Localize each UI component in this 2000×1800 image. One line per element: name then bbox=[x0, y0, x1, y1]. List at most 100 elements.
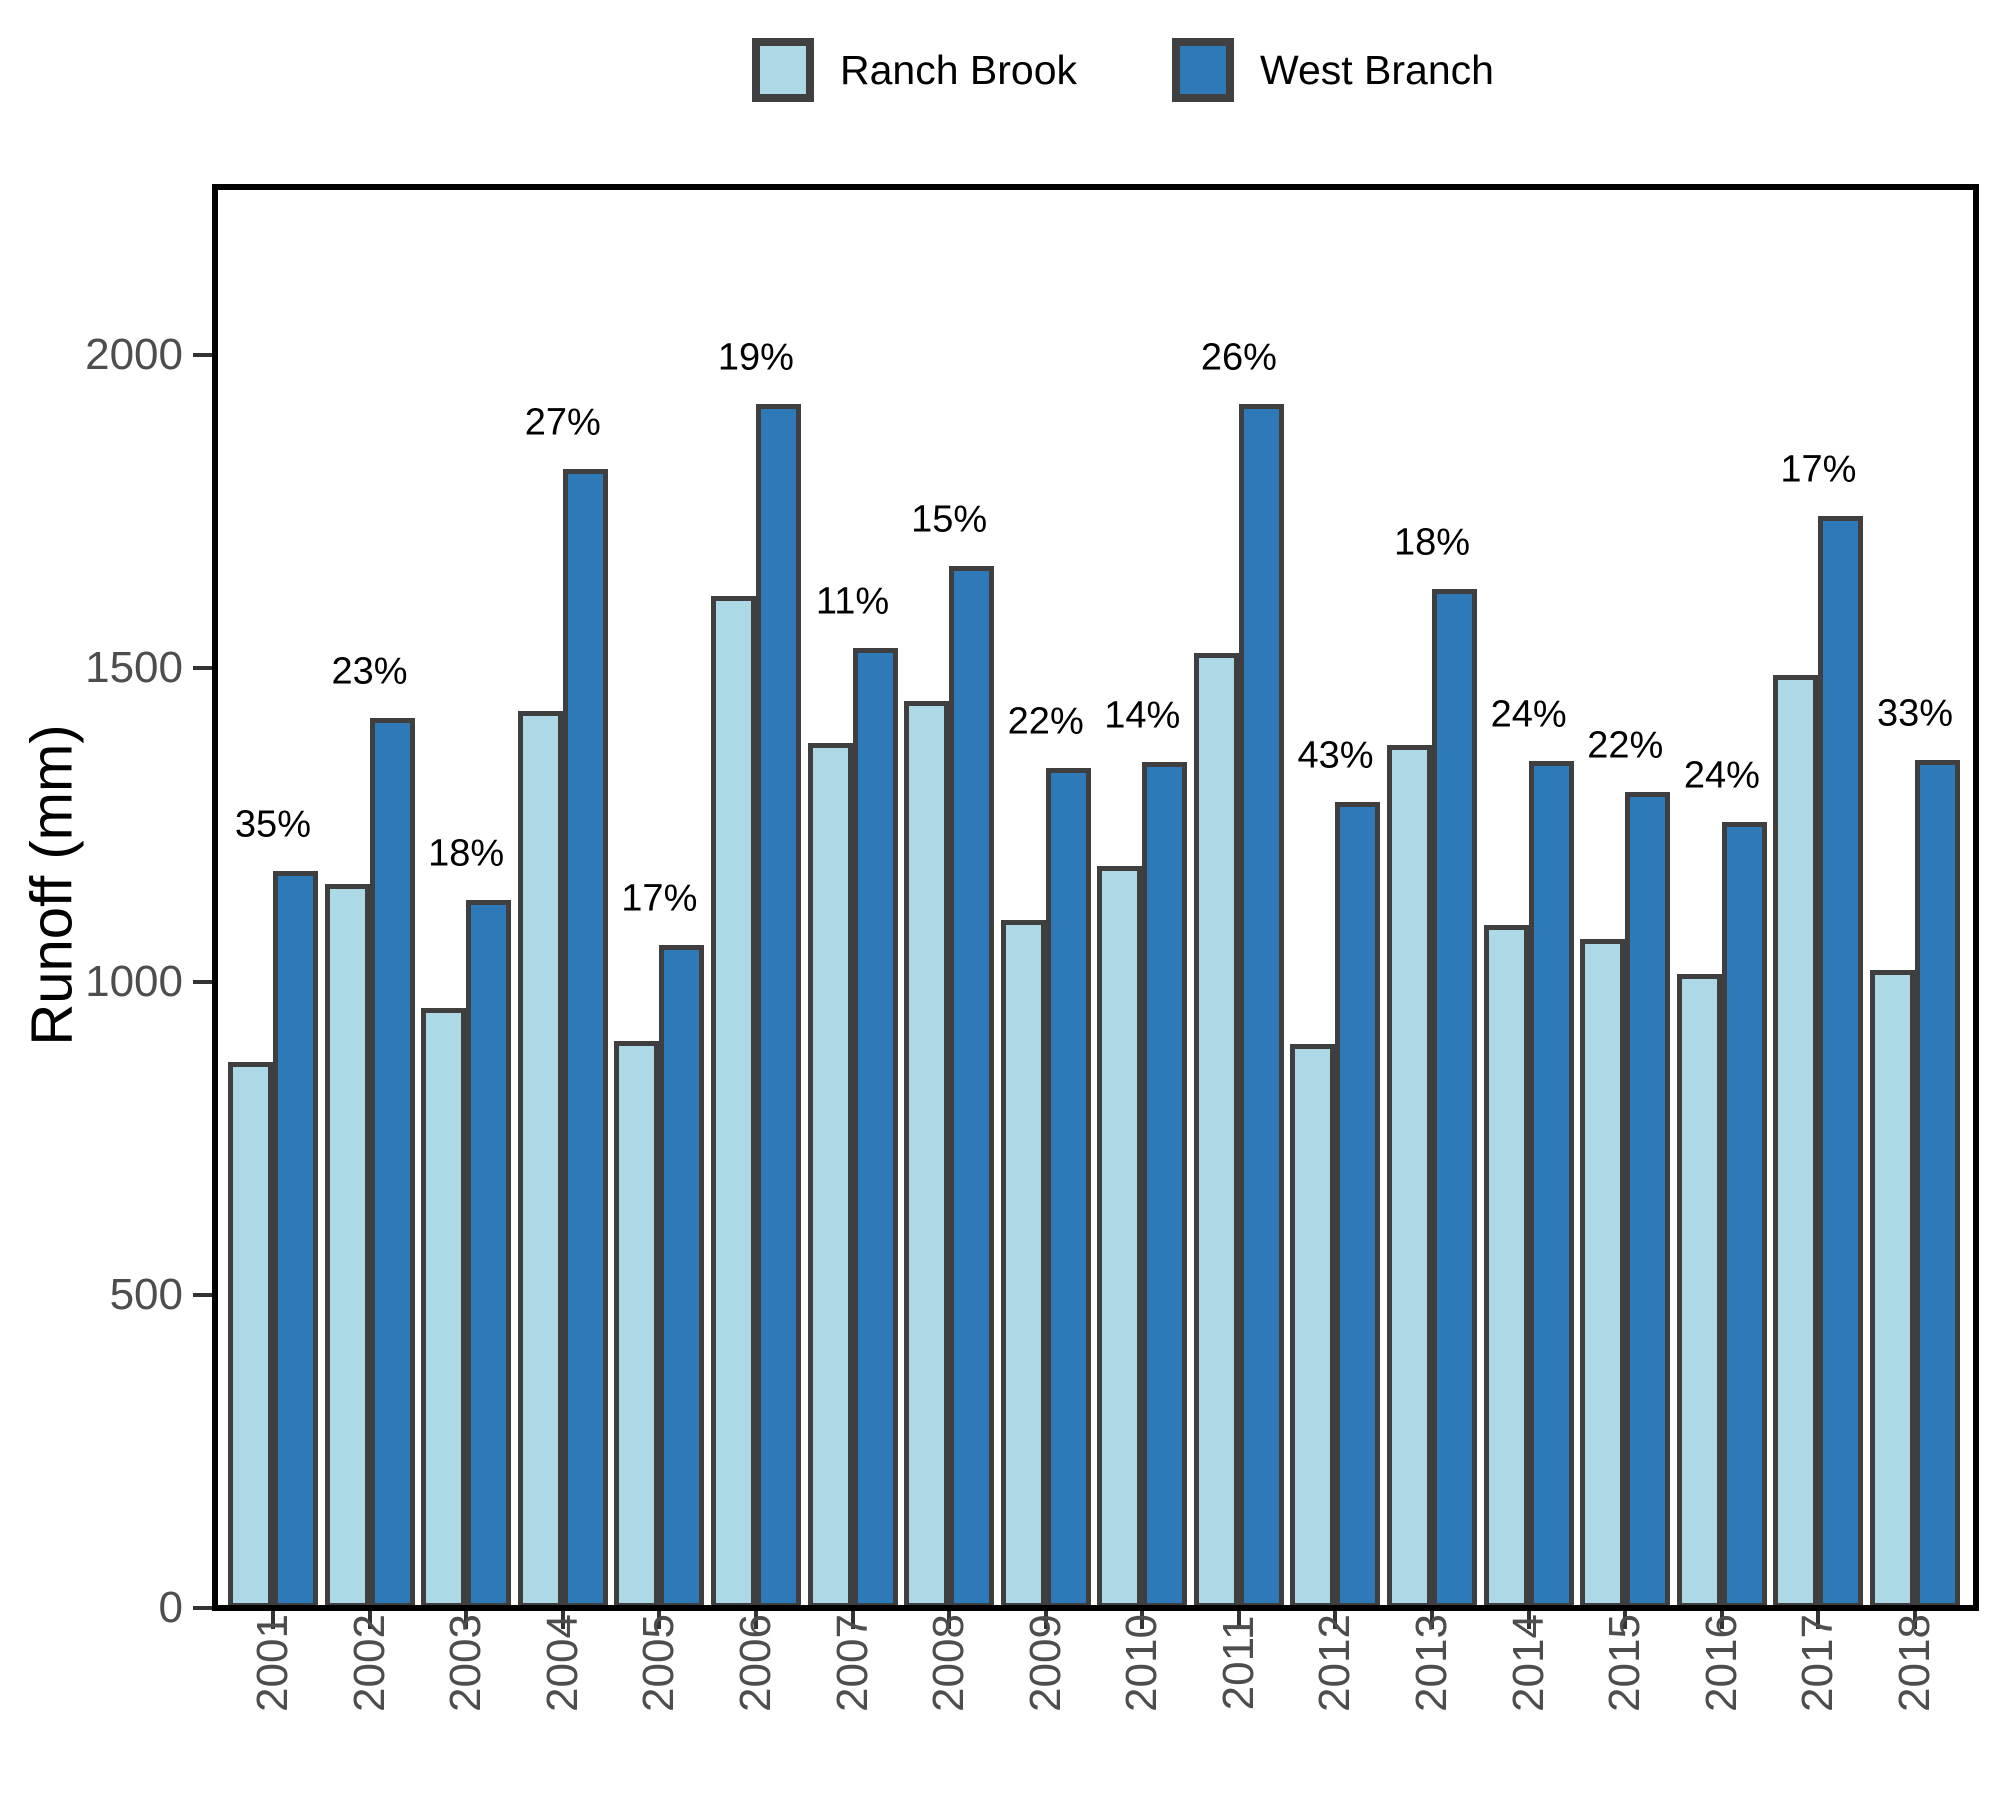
x-axis-label-2008: 2008 bbox=[924, 1614, 974, 1712]
x-axis-tick-2010 bbox=[1140, 1611, 1145, 1629]
x-axis-tick-2015 bbox=[1623, 1611, 1628, 1629]
x-axis-label-2005: 2005 bbox=[634, 1614, 684, 1712]
x-axis-label-2007: 2007 bbox=[827, 1614, 877, 1712]
x-axis-tick-2012 bbox=[1333, 1611, 1338, 1629]
y-axis-tick-0 bbox=[193, 1606, 215, 1610]
bar-percent-label-2018: 33% bbox=[1877, 692, 1954, 735]
x-axis-tick-2009 bbox=[1043, 1611, 1048, 1629]
bar-ranch-brook-2002 bbox=[324, 884, 370, 1608]
x-axis-label-2012: 2012 bbox=[1310, 1614, 1360, 1712]
y-axis-tick-label-500: 500 bbox=[109, 1269, 183, 1319]
bar-ranch-brook-2005 bbox=[614, 1041, 660, 1608]
legend-label-ranch-brook: Ranch Brook bbox=[840, 46, 1078, 93]
bar-percent-label-2015: 22% bbox=[1587, 724, 1664, 767]
bar-ranch-brook-2003 bbox=[421, 1007, 467, 1608]
bar-west-branch-2017 bbox=[1818, 516, 1864, 1608]
x-axis-label-2004: 2004 bbox=[537, 1614, 587, 1712]
x-axis-label-2018: 2018 bbox=[1890, 1614, 1940, 1712]
bar-ranch-brook-2004 bbox=[517, 710, 563, 1608]
bar-ranch-brook-2007 bbox=[807, 743, 853, 1608]
y-axis-tick-500 bbox=[193, 1292, 215, 1297]
bar-ranch-brook-2014 bbox=[1483, 925, 1529, 1608]
bar-percent-label-2012: 43% bbox=[1297, 734, 1374, 777]
bar-percent-label-2007: 11% bbox=[815, 580, 890, 623]
bar-percent-label-2010: 14% bbox=[1104, 694, 1181, 737]
x-axis-label-2003: 2003 bbox=[441, 1614, 491, 1712]
bar-west-branch-2010 bbox=[1142, 761, 1188, 1608]
bar-percent-label-2005: 17% bbox=[621, 877, 698, 920]
x-axis-label-2011: 2011 bbox=[1213, 1615, 1263, 1711]
y-axis-tick-1000 bbox=[193, 979, 215, 984]
y-axis-tick-1500 bbox=[193, 666, 215, 671]
bar-ranch-brook-2001 bbox=[227, 1061, 273, 1608]
x-axis-tick-2014 bbox=[1526, 1611, 1531, 1629]
x-axis-tick-2011 bbox=[1236, 1611, 1241, 1629]
bar-ranch-brook-2016 bbox=[1676, 973, 1722, 1608]
x-axis-tick-2013 bbox=[1430, 1611, 1435, 1629]
bar-ranch-brook-2009 bbox=[1000, 920, 1046, 1608]
bar-ranch-brook-2008 bbox=[904, 701, 950, 1608]
bar-west-branch-2006 bbox=[755, 403, 801, 1608]
bar-west-branch-2016 bbox=[1721, 821, 1767, 1608]
bar-percent-label-2008: 15% bbox=[911, 498, 988, 540]
bar-percent-label-2011: 26% bbox=[1200, 336, 1277, 379]
bar-ranch-brook-2010 bbox=[1097, 865, 1143, 1608]
bar-ranch-brook-2011 bbox=[1193, 652, 1239, 1608]
x-axis-label-2006: 2006 bbox=[730, 1614, 780, 1712]
bar-west-branch-2013 bbox=[1432, 589, 1478, 1608]
bar-west-branch-2018 bbox=[1915, 759, 1961, 1608]
legend-key-west-branch-swatch bbox=[1172, 38, 1235, 102]
bar-percent-label-2014: 24% bbox=[1490, 693, 1567, 736]
bar-west-branch-2014 bbox=[1528, 760, 1574, 1608]
legend-label-west-branch: West Branch bbox=[1260, 46, 1494, 93]
bar-ranch-brook-2015 bbox=[1580, 938, 1626, 1608]
x-axis-tick-2007 bbox=[850, 1611, 855, 1629]
bar-west-branch-2007 bbox=[852, 648, 898, 1608]
bar-west-branch-2015 bbox=[1625, 791, 1671, 1608]
bar-percent-label-2001: 35% bbox=[234, 803, 311, 846]
bar-west-branch-2001 bbox=[272, 870, 318, 1608]
x-axis-tick-2008 bbox=[947, 1611, 952, 1629]
bar-percent-label-2009: 22% bbox=[1007, 700, 1084, 743]
legend-item-west-branch: West Branch bbox=[1172, 38, 1494, 102]
bar-percent-label-2017: 17% bbox=[1780, 448, 1857, 491]
bar-ranch-brook-2013 bbox=[1387, 744, 1433, 1608]
bar-ranch-brook-2006 bbox=[710, 596, 756, 1608]
x-axis-label-2014: 2014 bbox=[1503, 1614, 1553, 1712]
bar-west-branch-2002 bbox=[369, 717, 415, 1608]
x-axis-label-2009: 2009 bbox=[1020, 1614, 1070, 1712]
x-axis-label-2001: 2001 bbox=[247, 1614, 297, 1712]
bar-percent-label-2016: 24% bbox=[1683, 754, 1760, 797]
legend: Ranch Brook West Branch bbox=[752, 38, 1494, 102]
x-axis-tick-2016 bbox=[1719, 1611, 1724, 1629]
x-axis-tick-2004 bbox=[560, 1611, 565, 1629]
bar-west-branch-2011 bbox=[1238, 403, 1284, 1608]
bar-west-branch-2012 bbox=[1335, 801, 1381, 1608]
bar-west-branch-2005 bbox=[659, 944, 705, 1608]
x-axis-label-2015: 2015 bbox=[1600, 1614, 1650, 1712]
bar-west-branch-2004 bbox=[562, 469, 608, 1608]
x-axis-label-2002: 2002 bbox=[344, 1614, 394, 1712]
x-axis-label-2017: 2017 bbox=[1793, 1614, 1843, 1712]
x-axis-tick-2005 bbox=[657, 1611, 662, 1629]
x-axis-label-2016: 2016 bbox=[1696, 1614, 1746, 1712]
x-axis-tick-2001 bbox=[270, 1611, 275, 1629]
y-axis-tick-label-1000: 1000 bbox=[85, 956, 183, 1006]
legend-item-ranch-brook: Ranch Brook bbox=[752, 38, 1077, 102]
bar-percent-label-2003: 18% bbox=[428, 832, 505, 875]
bar-percent-label-2002: 23% bbox=[331, 650, 408, 693]
bar-west-branch-2003 bbox=[466, 900, 512, 1608]
y-axis-tick-label-0: 0 bbox=[158, 1583, 183, 1632]
bar-ranch-brook-2012 bbox=[1290, 1044, 1336, 1608]
x-axis-tick-2006 bbox=[753, 1611, 758, 1629]
x-axis-tick-2017 bbox=[1816, 1611, 1821, 1629]
bar-west-branch-2009 bbox=[1045, 768, 1091, 1608]
x-axis-tick-2018 bbox=[1913, 1611, 1918, 1629]
bar-percent-label-2004: 27% bbox=[524, 401, 601, 444]
bar-percent-label-2013: 18% bbox=[1394, 521, 1471, 564]
x-axis-tick-2003 bbox=[464, 1611, 469, 1629]
x-axis-label-2013: 2013 bbox=[1407, 1614, 1457, 1712]
bar-percent-label-2006: 19% bbox=[717, 336, 794, 379]
